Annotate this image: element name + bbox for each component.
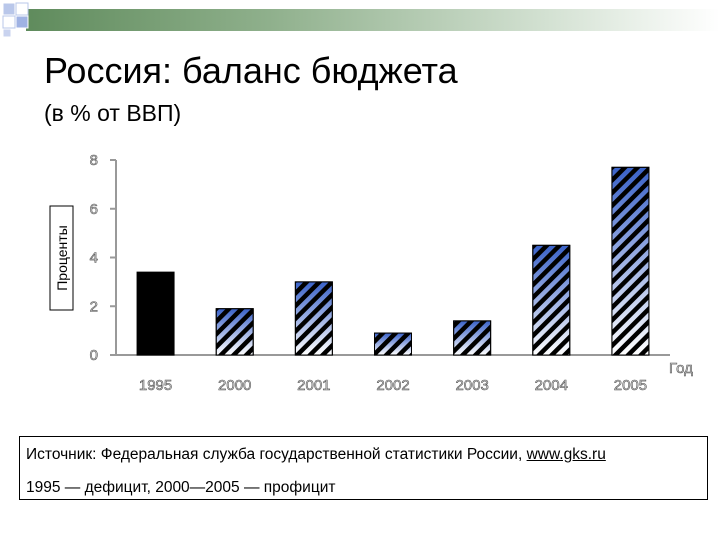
- bar-hatch: [294, 281, 333, 356]
- x-tick-label-2002: 2002: [376, 377, 409, 394]
- source-box: Источник: Федеральная служба государстве…: [19, 436, 708, 500]
- source-link[interactable]: www.gks.ru: [526, 446, 606, 463]
- bar-1995: [136, 271, 175, 356]
- bar-hatch: [215, 308, 254, 356]
- header-accent-bar: [26, 9, 720, 31]
- bar-2005: [611, 166, 650, 356]
- y-tick-label: 2: [90, 298, 98, 315]
- x-tick-label-2001: 2001: [297, 377, 330, 394]
- plot-area: Проценты 0 2 4 6 8 1995 2000 2001 2002 2003 2004 2…: [49, 152, 693, 395]
- bar-2001: [294, 281, 333, 356]
- y-tick-label: 0: [90, 347, 98, 364]
- bar-hatch: [611, 166, 650, 356]
- budget-balance-chart: Проценты 0 2 4 6 8 1995 2000 2001 2002 2003 2004 2…: [49, 152, 693, 395]
- y-tick-label: 4: [90, 250, 98, 267]
- source-label: Источник: Федеральная служба государстве…: [26, 446, 523, 463]
- bar-2003: [453, 320, 492, 356]
- y-ticks: 0 2 4 6 8: [89, 152, 116, 364]
- x-axis-label: Год: [669, 360, 693, 377]
- source-line: Источник: Федеральная служба государстве…: [26, 445, 707, 465]
- x-tick-label-2003: 2003: [455, 377, 488, 394]
- bar-hatch: [453, 320, 492, 356]
- x-tick-label-2004: 2004: [535, 377, 568, 394]
- page-subtitle: (в % от ВВП): [44, 100, 182, 126]
- bar-hatch: [532, 244, 571, 356]
- bars: [136, 166, 650, 356]
- bar-hatch: [374, 332, 412, 356]
- x-ticks: 1995 2000 2001 2002 2003 2004 2005: [139, 377, 648, 395]
- bar-2000: [215, 308, 254, 356]
- y-tick-label: 8: [90, 152, 98, 169]
- x-tick-label-2005: 2005: [614, 377, 647, 394]
- bar-2004: [532, 244, 571, 356]
- corner-squares-decoration: [2, 2, 29, 38]
- y-tick-label: 6: [90, 201, 98, 218]
- source-note: 1995 — дефицит, 2000—2005 — профицит: [26, 479, 336, 496]
- x-tick-label-2000: 2000: [218, 377, 251, 394]
- y-axis-label-box: [49, 205, 74, 311]
- bar-2002: [374, 332, 412, 356]
- x-tick-label-1995: 1995: [139, 377, 172, 394]
- y-axis-label: Проценты: [54, 225, 70, 291]
- bar-fill: [136, 271, 175, 356]
- page-title: Россия: баланс бюджета: [44, 50, 458, 91]
